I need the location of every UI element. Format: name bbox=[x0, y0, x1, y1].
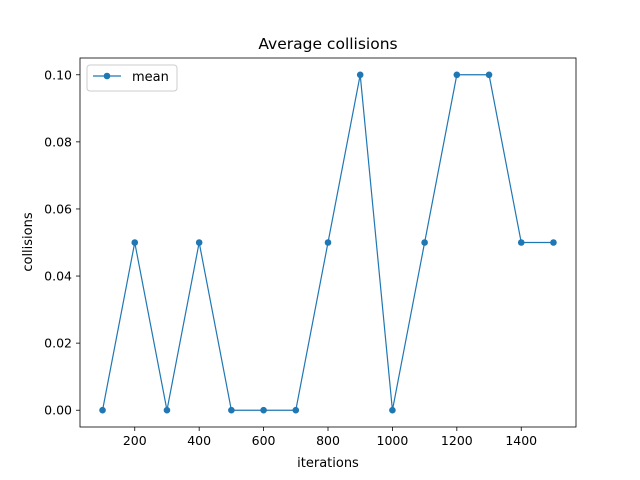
x-axis: 200 400 600 800 1000 1200 1400 bbox=[123, 427, 537, 448]
x-tick-label: 1000 bbox=[377, 433, 409, 448]
data-point bbox=[356, 71, 364, 79]
data-point bbox=[389, 406, 396, 414]
chart-title: Average collisions bbox=[258, 35, 397, 53]
data-point bbox=[550, 239, 557, 246]
legend-label: mean bbox=[132, 70, 169, 85]
x-tick-label: 1400 bbox=[505, 433, 537, 448]
legend: mean bbox=[86, 64, 178, 92]
data-point bbox=[421, 239, 428, 246]
data-point bbox=[292, 406, 300, 414]
y-tick-label: 0.10 bbox=[44, 67, 72, 82]
y-axis-label: collisions bbox=[21, 212, 36, 272]
data-point bbox=[260, 406, 267, 414]
y-tick-label: 0.06 bbox=[44, 201, 72, 216]
x-tick-label: 800 bbox=[316, 433, 340, 448]
x-tick-label: 1200 bbox=[441, 433, 473, 448]
y-tick-label: 0.08 bbox=[44, 134, 72, 149]
data-point bbox=[131, 239, 139, 246]
x-tick-label: 400 bbox=[187, 433, 211, 448]
data-point bbox=[228, 406, 235, 414]
data-point bbox=[163, 406, 171, 414]
legend-box bbox=[86, 64, 178, 92]
y-tick-label: 0.02 bbox=[44, 336, 72, 351]
data-point bbox=[195, 239, 203, 246]
y-tick-label: 0.00 bbox=[44, 403, 72, 418]
data-point bbox=[453, 71, 461, 79]
legend-point-marker bbox=[103, 72, 111, 80]
data-point bbox=[517, 239, 525, 246]
y-tick-label: 0.04 bbox=[44, 269, 72, 284]
x-axis-label: iterations bbox=[297, 456, 359, 471]
data-point bbox=[324, 239, 332, 246]
data-point bbox=[485, 71, 493, 79]
x-tick-label: 600 bbox=[252, 433, 276, 448]
y-axis: 0.00 0.02 0.04 0.06 0.08 0.10 bbox=[44, 67, 80, 418]
series-layer bbox=[99, 71, 557, 414]
x-tick-label: 200 bbox=[123, 433, 147, 448]
data-point bbox=[99, 406, 106, 414]
